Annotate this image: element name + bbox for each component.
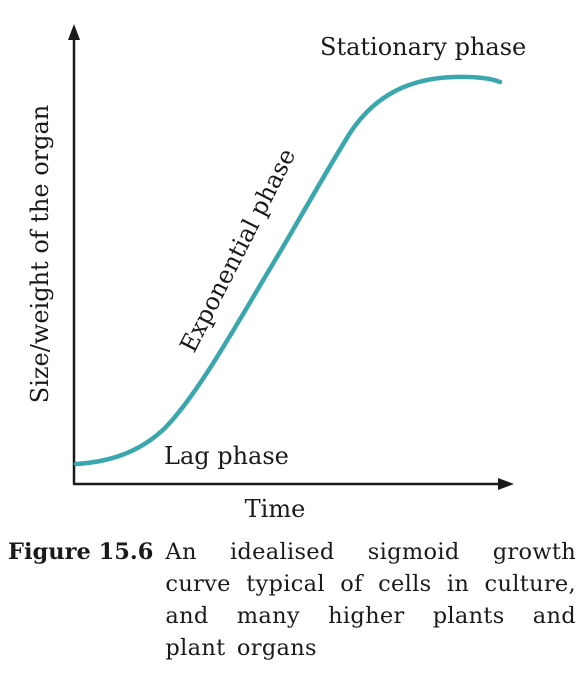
x-axis-arrowhead: [498, 478, 514, 490]
stationary-phase-label: Stationary phase: [320, 33, 526, 61]
figure-caption: Figure 15.6 An idealised sigmoid growth …: [8, 536, 576, 664]
sigmoid-growth-curve: [73, 74, 503, 467]
figure-number: Figure 15.6: [8, 539, 154, 565]
sigmoid-growth-diagram: Size/weight of the organ Time Stationary…: [26, 24, 526, 523]
y-axis-arrowhead: [68, 24, 80, 40]
y-axis-label: Size/weight of the organ: [26, 105, 54, 404]
caption-text: An idealised sigmoid growth curve typica…: [165, 539, 576, 661]
lag-phase-label: Lag phase: [164, 442, 289, 470]
x-axis-label: Time: [245, 495, 306, 523]
